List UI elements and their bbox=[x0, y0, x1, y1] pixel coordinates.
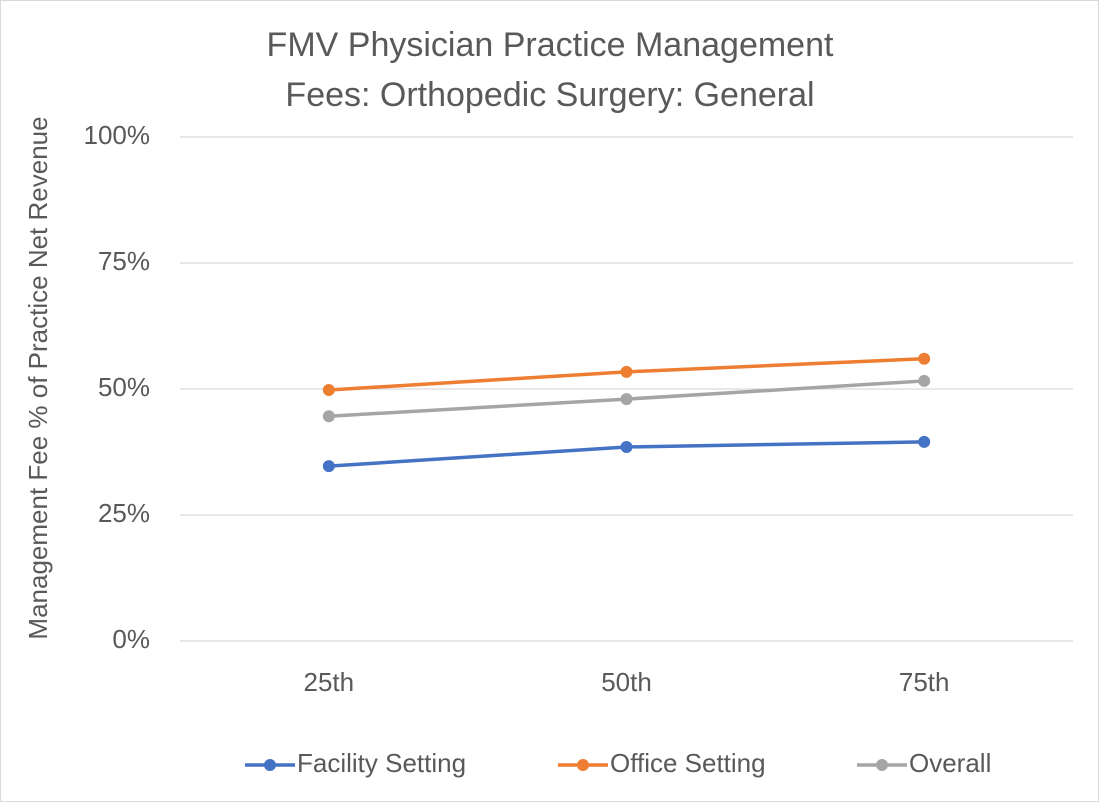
y-tick-label: 75% bbox=[98, 246, 150, 276]
legend-marker bbox=[264, 759, 276, 771]
y-axis-title: Management Fee % of Practice Net Revenue bbox=[23, 116, 53, 639]
legend-label: Overall bbox=[909, 748, 991, 778]
data-point bbox=[918, 352, 931, 365]
x-tick-label: 25th bbox=[304, 667, 355, 697]
data-point bbox=[918, 374, 931, 387]
data-point bbox=[620, 393, 633, 406]
data-point bbox=[322, 410, 335, 423]
y-tick-label: 0% bbox=[112, 624, 150, 654]
legend-marker bbox=[577, 759, 589, 771]
data-point bbox=[620, 365, 633, 378]
data-point bbox=[620, 440, 633, 453]
x-tick-label: 50th bbox=[601, 667, 652, 697]
legend-label: Facility Setting bbox=[297, 748, 466, 778]
y-tick-label: 100% bbox=[84, 120, 151, 150]
data-point bbox=[918, 435, 931, 448]
legend-marker bbox=[876, 759, 888, 771]
y-tick-label: 25% bbox=[98, 498, 150, 528]
data-point bbox=[322, 384, 335, 397]
x-tick-label: 75th bbox=[899, 667, 950, 697]
y-tick-label: 50% bbox=[98, 372, 150, 402]
chart-title: FMV Physician Practice Management Fees: … bbox=[266, 26, 834, 114]
data-point bbox=[322, 460, 335, 473]
legend-label: Office Setting bbox=[610, 748, 766, 778]
